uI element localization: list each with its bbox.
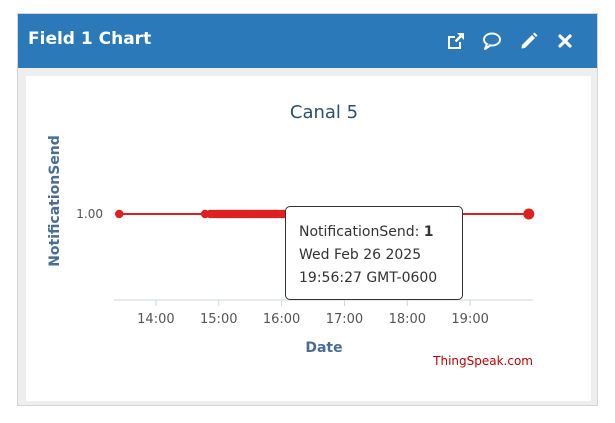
comment-icon[interactable]	[480, 29, 504, 53]
widget-title: Field 1 Chart	[28, 29, 152, 49]
x-axis-ticks: 14:00 15:00 16:00 17:00 18:00 19:00	[137, 300, 489, 327]
chart-panel: Canal 5 NotificationSend Date ThingSpeak…	[26, 76, 591, 401]
tooltip-time: 19:56:27 GMT-0600	[299, 270, 438, 286]
x-axis-label: Date	[305, 340, 342, 356]
data-tooltip: NotificationSend: 1 Wed Feb 26 2025 19:5…	[285, 206, 463, 300]
external-link-icon[interactable]	[444, 29, 468, 53]
y-axis-ticks: 1.00	[76, 207, 103, 221]
x-tick-label: 19:00	[451, 312, 488, 327]
data-point[interactable]	[523, 208, 535, 220]
chart-title: Canal 5	[290, 102, 358, 123]
x-tick-label: 17:00	[326, 312, 363, 327]
x-tick-label: 16:00	[263, 312, 300, 327]
tooltip-value-row: NotificationSend: 1	[299, 221, 462, 244]
x-tick-label: 14:00	[137, 312, 174, 327]
chart-widget: Field 1 Chart Canal 5	[17, 13, 598, 406]
tooltip-value: 1	[423, 224, 434, 240]
tooltip-date: Wed Feb 26 2025	[299, 247, 422, 263]
close-icon[interactable]	[553, 29, 577, 53]
credit-link[interactable]: ThingSpeak.com	[432, 354, 533, 368]
y-tick-label: 1.00	[76, 207, 103, 221]
data-point[interactable]	[115, 209, 124, 219]
x-tick-label: 15:00	[200, 312, 237, 327]
pencil-icon[interactable]	[517, 29, 541, 53]
y-axis-label: NotificationSend	[47, 135, 63, 267]
widget-header: Field 1 Chart	[18, 14, 597, 68]
x-tick-label: 18:00	[389, 312, 426, 327]
tooltip-series-label: NotificationSend:	[299, 224, 424, 240]
